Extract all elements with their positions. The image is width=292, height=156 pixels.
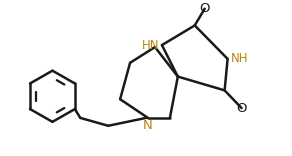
Text: NH: NH [231,52,248,65]
Text: N: N [143,119,153,132]
Text: HN: HN [141,39,159,52]
Text: O: O [199,2,210,15]
Text: O: O [236,102,247,115]
